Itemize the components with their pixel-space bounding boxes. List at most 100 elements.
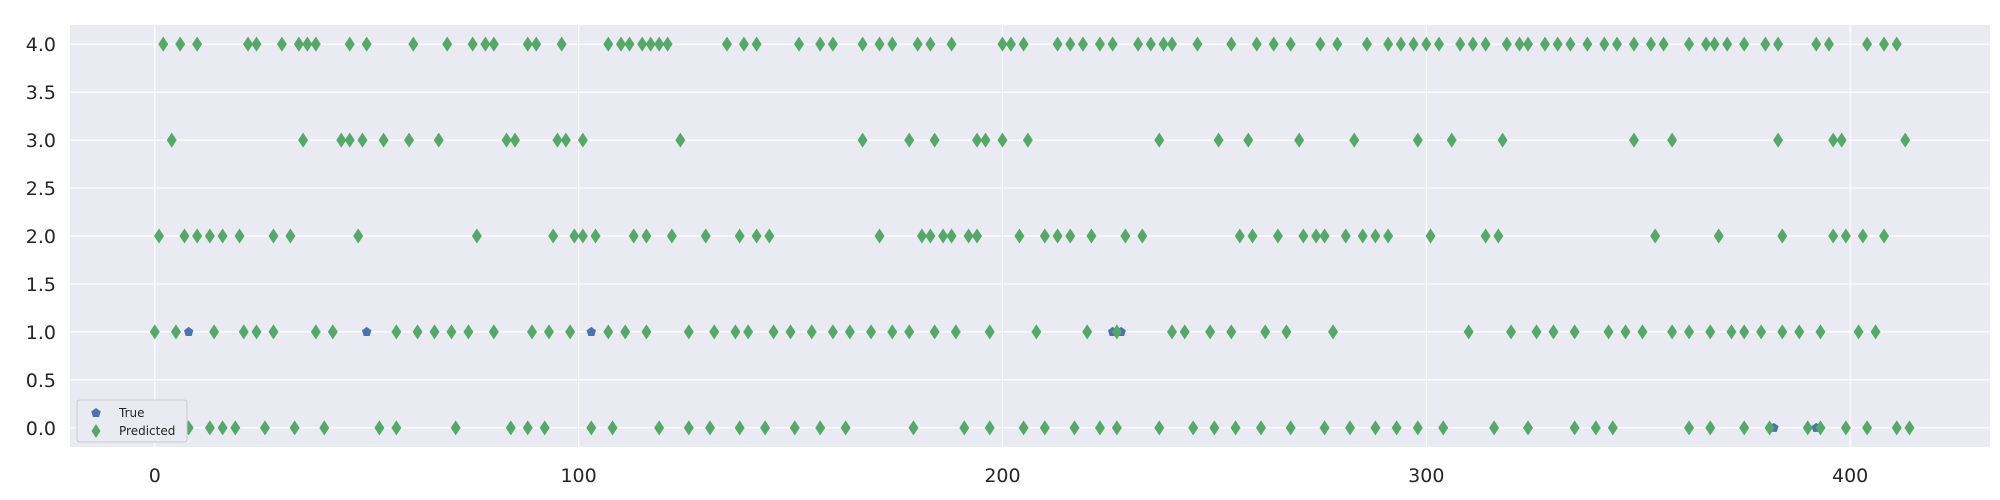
legend-predicted-label: Predicted	[119, 424, 175, 438]
predicted-point	[353, 228, 364, 244]
legend-true-marker	[91, 408, 101, 418]
predicted-point	[908, 420, 919, 436]
predicted-point	[510, 132, 521, 148]
predicted-point	[1489, 420, 1500, 436]
predicted-point	[310, 36, 321, 52]
predicted-point	[251, 324, 262, 340]
predicted-point	[1031, 324, 1042, 340]
predicted-point	[1773, 132, 1784, 148]
predicted-point	[1111, 420, 1122, 436]
predicted-point	[577, 132, 588, 148]
predicted-point	[654, 420, 665, 436]
predicted-point	[1230, 420, 1241, 436]
predicted-point	[1650, 228, 1661, 244]
predicted-point	[501, 132, 512, 148]
predicted-point	[683, 324, 694, 340]
predicted-point	[1722, 36, 1733, 52]
predicted-point	[624, 36, 635, 52]
predicted-point	[552, 132, 563, 148]
predicted-point	[827, 36, 838, 52]
predicted-point	[154, 228, 165, 244]
predicted-point	[1154, 420, 1165, 436]
predicted-point	[522, 36, 533, 52]
predicted-point	[789, 420, 800, 436]
predicted-point	[1531, 324, 1542, 340]
predicted-point	[1840, 420, 1851, 436]
predicted-point	[785, 324, 796, 340]
predicted-point	[1166, 324, 1177, 340]
predicted-point	[192, 36, 203, 52]
predicted-point	[815, 420, 826, 436]
predicted-point	[1294, 132, 1305, 148]
predicted-point	[1705, 420, 1716, 436]
predicted-point	[433, 132, 444, 148]
predicted-point	[319, 420, 330, 436]
predicted-point	[637, 36, 648, 52]
predicted-point	[1014, 228, 1025, 244]
predicted-point	[959, 420, 970, 436]
predicted-point	[751, 36, 762, 52]
predicted-point	[344, 132, 355, 148]
predicted-point	[1188, 420, 1199, 436]
predicted-point	[866, 324, 877, 340]
predicted-point	[1285, 36, 1296, 52]
true-point	[361, 326, 372, 336]
predicted-point	[1094, 420, 1105, 436]
predicted-point	[904, 324, 915, 340]
predicted-point	[259, 420, 270, 436]
predicted-point	[204, 228, 215, 244]
predicted-point	[963, 228, 974, 244]
predicted-point	[429, 324, 440, 340]
predicted-point	[543, 324, 554, 340]
predicted-point	[268, 228, 279, 244]
predicted-point	[488, 36, 499, 52]
predicted-point	[946, 36, 957, 52]
predicted-point	[374, 420, 385, 436]
predicted-point	[980, 132, 991, 148]
predicted-point	[179, 228, 190, 244]
predicted-point	[1094, 36, 1105, 52]
predicted-point	[234, 228, 245, 244]
predicted-point	[904, 132, 915, 148]
predicted-point	[1493, 228, 1504, 244]
predicted-point	[1383, 228, 1394, 244]
predicted-point	[1133, 36, 1144, 52]
predicted-point	[1247, 228, 1258, 244]
predicted-point	[1243, 132, 1254, 148]
predicted-point	[1773, 36, 1784, 52]
predicted-point	[1425, 228, 1436, 244]
predicted-point	[526, 324, 537, 340]
predicted-point	[1739, 420, 1750, 436]
predicted-point	[666, 228, 677, 244]
predicted-point	[1281, 324, 1292, 340]
predicted-point	[1506, 324, 1517, 340]
predicted-point	[1709, 36, 1720, 52]
predicted-point	[874, 36, 885, 52]
predicted-point	[1209, 420, 1220, 436]
predicted-point	[603, 324, 614, 340]
x-tick-label: 0	[149, 465, 161, 487]
predicted-point	[217, 420, 228, 436]
predicted-point	[1501, 36, 1512, 52]
predicted-point	[1582, 36, 1593, 52]
predicted-point	[565, 324, 576, 340]
predicted-point	[1332, 36, 1343, 52]
predicted-point	[734, 420, 745, 436]
predicted-point	[361, 36, 372, 52]
predicted-point	[1480, 228, 1491, 244]
predicted-point	[450, 420, 461, 436]
predicted-point	[1434, 36, 1445, 52]
series-predicted	[149, 36, 1915, 436]
true-point	[586, 326, 597, 336]
predicted-point	[760, 420, 771, 436]
y-tick-label: 0.0	[26, 418, 56, 440]
predicted-point	[1684, 36, 1695, 52]
predicted-point	[505, 420, 516, 436]
predicted-point	[1361, 36, 1372, 52]
predicted-point	[586, 420, 597, 436]
predicted-point	[471, 228, 482, 244]
predicted-point	[1018, 420, 1029, 436]
y-tick-label: 3.5	[26, 82, 56, 104]
predicted-point	[1255, 420, 1266, 436]
predicted-point	[344, 36, 355, 52]
